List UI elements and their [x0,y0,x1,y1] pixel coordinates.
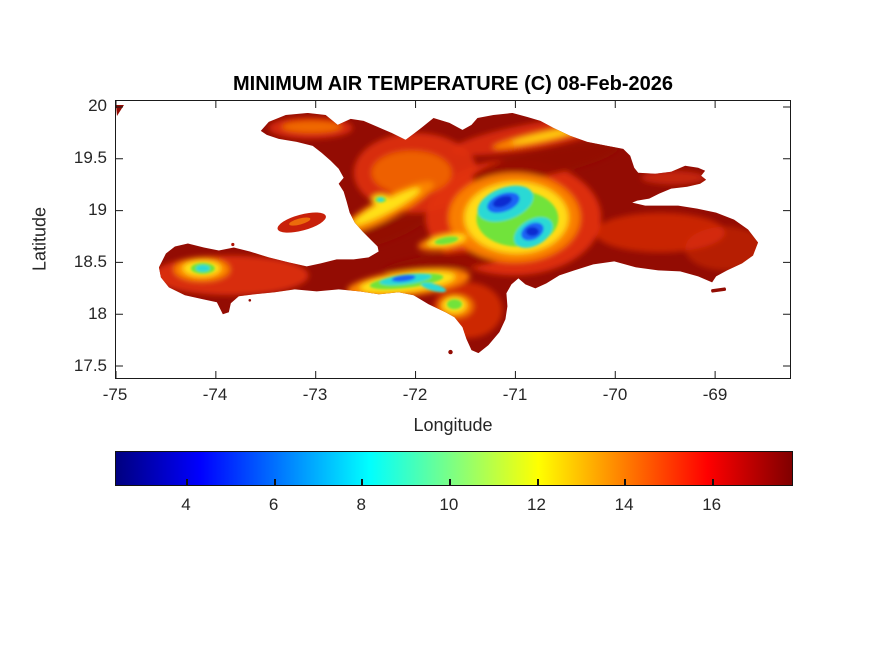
y-tick-label: 18.5 [73,252,107,271]
colorbar-tick [624,479,627,485]
y-tick-label: 18 [88,304,107,323]
y-tick-label: 19.5 [73,148,107,167]
plot-area [115,100,791,379]
chart-title: MINIMUM AIR TEMPERATURE (C) 08-Feb-2026 [232,73,674,95]
colorbar-tick [711,479,714,485]
colorbar-tick-label: 16 [702,495,722,514]
x-tick-label: -75 [102,385,128,404]
beata-island [448,349,453,355]
y-tick-label: 20 [88,96,107,115]
colorbar-tick [186,479,188,485]
x-tick-label: -69 [702,385,728,404]
cuba-tip [116,104,124,116]
colorbar-tick-label: 14 [614,495,634,514]
colorbar-tick [448,479,451,485]
y-tick-label: 17.5 [73,356,107,375]
colorbar-tick [361,479,364,485]
hispaniola-temperature-map [116,101,790,378]
colorbar-tick-label: 6 [268,495,279,514]
small-islet-west [231,242,235,247]
ile-a-vache [248,298,252,302]
y-tick-label: 19 [88,200,107,219]
x-tick-label: -72 [402,385,428,404]
x-tick-label: -70 [602,385,628,404]
colorbar-tick-label: 4 [181,495,191,514]
colorbar-tick-label: 10 [439,495,459,514]
axis-tick-marks [116,101,790,378]
x-tick-label: -71 [502,385,528,404]
y-axis-label: Latitude [29,206,50,272]
x-tick-label: -73 [302,385,328,404]
x-tick-label: -74 [202,385,228,404]
saona-island [711,287,727,293]
gonave-island [277,212,326,233]
x-axis-label: Longitude [413,415,493,435]
colorbar-tick [273,479,276,485]
colorbar [115,451,793,486]
colorbar-tick-label: 8 [356,495,366,514]
colorbar-tick [536,479,539,485]
colorbar-tick-label: 12 [527,495,546,514]
